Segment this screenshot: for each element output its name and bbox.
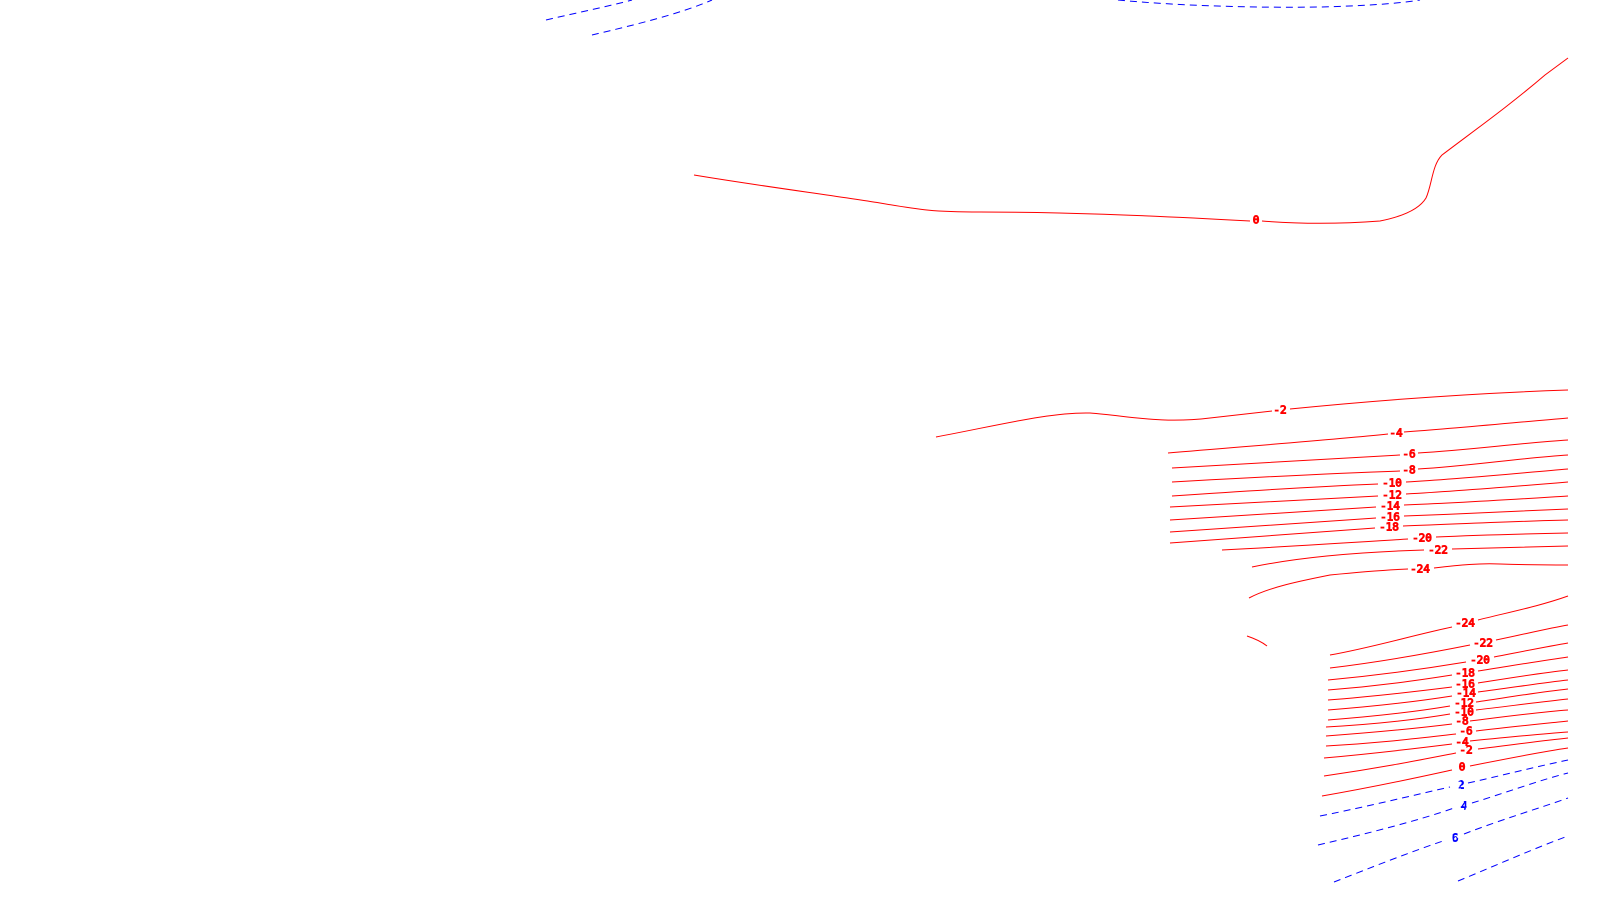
contour-line — [1329, 624, 1569, 669]
contour-line — [1329, 595, 1569, 656]
contour-label: -22 — [1473, 637, 1493, 650]
positive-contours-lower: -24 -22 -20 -18 -16 -14 -12 -10 -8 -6 -4… — [1321, 595, 1569, 797]
contour-line — [1117, 0, 1421, 8]
contour-line — [1169, 508, 1569, 533]
contour-line — [1167, 417, 1569, 454]
contour-line — [1169, 495, 1569, 521]
contour-line — [1327, 669, 1569, 701]
contour-line — [1327, 642, 1569, 681]
contour-label: 2 — [1458, 779, 1465, 792]
contour-label: 6 — [1452, 832, 1459, 845]
contour-line — [1323, 737, 1569, 777]
contour-fragment — [1246, 635, 1268, 647]
positive-contours-upper: -2 -4 -6 -8 -10 -12 -14 -16 -18 -20 -22 … — [935, 389, 1569, 599]
contour-line — [1325, 709, 1569, 737]
contour-label: -14 — [1380, 500, 1400, 513]
contour-line — [1171, 454, 1569, 483]
contour-line — [1321, 747, 1569, 797]
contour-line — [693, 174, 1251, 222]
contour-label: -24 — [1455, 617, 1475, 630]
contour-label: -2 — [1273, 404, 1286, 417]
contour-line — [545, 0, 633, 21]
contour-label: -14 — [1456, 687, 1476, 700]
negative-contours-top — [545, 0, 1421, 36]
contour-line — [1251, 545, 1569, 568]
contour-label: -12 — [1382, 489, 1402, 502]
contour-line — [1325, 698, 1569, 728]
contour-line — [1171, 439, 1569, 469]
contour-line — [1323, 731, 1569, 759]
contour-label: -24 — [1410, 563, 1430, 576]
contour-label: -22 — [1428, 544, 1448, 557]
contour-line — [1327, 679, 1569, 711]
contour-line — [1169, 481, 1569, 508]
contour-label: -10 — [1382, 477, 1402, 490]
contour-label: -16 — [1455, 678, 1475, 691]
contour-line — [1261, 57, 1569, 224]
contour-label: 0 — [1253, 214, 1260, 227]
contour-label: -20 — [1470, 654, 1490, 667]
contour-label: -4 — [1455, 736, 1469, 749]
contour-line — [935, 389, 1569, 438]
contour-line — [1333, 797, 1569, 883]
negative-contours-lower: 2 4 6 — [1317, 759, 1569, 883]
contour-line — [1171, 468, 1569, 497]
zero-contour-top: 0 — [693, 57, 1569, 227]
contour-line — [1457, 835, 1569, 882]
contour-label: 0 — [1459, 761, 1466, 774]
contour-label: -12 — [1454, 697, 1474, 710]
contour-label: -6 — [1459, 725, 1472, 738]
contour-label: -6 — [1402, 448, 1415, 461]
contour-label: -18 — [1455, 667, 1475, 680]
contour-line — [1327, 688, 1569, 721]
contour-label: -16 — [1380, 511, 1400, 524]
contour-line — [1317, 772, 1569, 846]
contour-line — [1327, 656, 1569, 691]
contour-label: 4 — [1461, 800, 1468, 813]
contour-line — [1319, 759, 1569, 817]
contour-line — [591, 0, 713, 36]
contour-label: -4 — [1389, 427, 1403, 440]
contour-label: -8 — [1402, 464, 1415, 477]
contour-label: -10 — [1454, 706, 1474, 719]
contour-label: -2 — [1459, 744, 1472, 757]
contour-line — [1325, 720, 1569, 747]
contour-line — [1169, 519, 1569, 544]
contour-label: -8 — [1455, 715, 1468, 728]
contour-label: -20 — [1412, 532, 1432, 545]
contour-line — [1221, 532, 1569, 551]
contour-line — [1248, 563, 1569, 599]
contour-label: -18 — [1379, 521, 1399, 534]
